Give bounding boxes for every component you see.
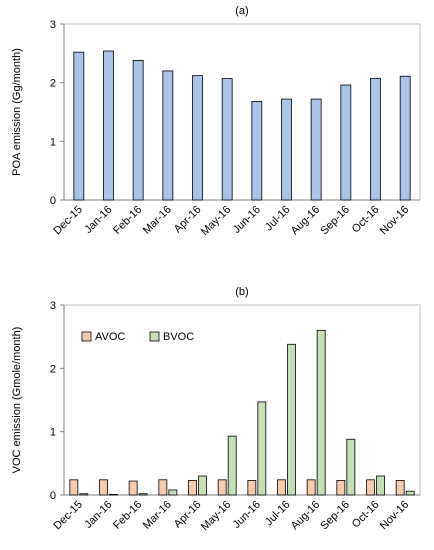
x-tick-label: Feb-16: [111, 499, 144, 532]
bar-bvoc-apr-16: [198, 475, 207, 496]
x-tick-label: Nov-16: [378, 204, 412, 238]
x-tick-label: Dec-15: [51, 204, 85, 238]
bar-poa-jan-16: [103, 50, 114, 201]
x-tick-label: Sep-16: [318, 204, 352, 238]
x-tick-label: Jan-16: [82, 499, 114, 531]
bar-avoc-sep-16: [336, 480, 346, 496]
bar-poa-nov-16: [399, 75, 411, 201]
y-tick-label: 2: [50, 363, 56, 375]
x-tick-label: Feb-16: [111, 204, 144, 237]
x-tick-label: Jun-16: [231, 499, 263, 531]
x-tick-label: Dec-15: [51, 499, 85, 533]
bar-avoc-aug-16: [306, 479, 316, 496]
y-tick-label: 3: [50, 300, 56, 312]
y-tick-label: 1: [50, 136, 56, 148]
bar-bvoc-may-16: [227, 435, 237, 496]
x-tick-label: Sep-16: [318, 499, 352, 533]
bar-poa-aug-16: [310, 98, 322, 201]
bar-avoc-apr-16: [188, 480, 197, 496]
bar-poa-sep-16: [340, 84, 352, 201]
x-tick-label: Jun-16: [231, 204, 263, 236]
bar-avoc-dec-15: [69, 479, 79, 496]
bar-poa-dec-15: [73, 51, 85, 201]
legend-label-bvoc: BVOC: [163, 331, 194, 343]
bar-avoc-jul-16: [277, 479, 286, 496]
bar-poa-mar-16: [162, 70, 174, 201]
x-tick-label: Oct-16: [350, 499, 382, 531]
x-tick-label: Aug-16: [289, 499, 323, 533]
legend-swatch-bvoc: [149, 331, 160, 342]
bar-poa-may-16: [221, 78, 233, 201]
bar-avoc-may-16: [217, 479, 227, 496]
y-axis-label: POA emission (Gg/month): [11, 48, 23, 176]
bar-avoc-feb-16: [128, 480, 138, 496]
chart-title: (b): [235, 286, 248, 298]
bar-avoc-jun-16: [247, 480, 257, 496]
x-tick-label: May-16: [199, 499, 233, 533]
y-tick-label: 3: [50, 19, 56, 31]
x-tick-label: Mar-16: [141, 204, 174, 237]
legend-label-avoc: AVOC: [95, 331, 125, 343]
x-tick-label: Jan-16: [82, 204, 114, 236]
y-tick-label: 2: [50, 78, 56, 90]
bar-poa-feb-16: [132, 59, 144, 201]
y-tick-label: 0: [50, 490, 56, 502]
bar-bvoc-jan-16: [109, 493, 118, 496]
bar-poa-apr-16: [192, 75, 203, 201]
bar-poa-jun-16: [251, 101, 263, 201]
bar-poa-oct-16: [370, 78, 381, 201]
x-tick-label: May-16: [199, 204, 233, 238]
bar-bvoc-oct-16: [376, 475, 385, 496]
chart-panel-1: (a) 0 1 2 3 POA emission (Gg/month) Dec-15Jan-…: [11, 5, 421, 238]
bar-avoc-mar-16: [158, 479, 168, 496]
bar-bvoc-aug-16: [316, 329, 326, 496]
bar-avoc-oct-16: [366, 479, 375, 496]
bar-bvoc-mar-16: [168, 489, 178, 496]
bar-poa-jul-16: [281, 98, 292, 201]
x-tick-label: Mar-16: [141, 499, 174, 532]
bar-bvoc-dec-15: [79, 493, 89, 496]
x-tick-label: Aug-16: [289, 204, 323, 238]
y-tick-label: 0: [50, 195, 56, 207]
bar-avoc-jan-16: [99, 479, 108, 496]
y-tick-label: 1: [50, 427, 56, 439]
bar-bvoc-feb-16: [138, 493, 148, 496]
x-tick-label: Oct-16: [350, 204, 382, 236]
bar-bvoc-nov-16: [405, 490, 415, 496]
bar-bvoc-jun-16: [257, 401, 267, 496]
plot-frame: [63, 23, 421, 201]
legend-swatch-avoc: [81, 331, 92, 342]
bar-avoc-nov-16: [395, 480, 405, 496]
bar-bvoc-sep-16: [346, 438, 356, 496]
y-axis-label: VOC emission (Gmole/month): [11, 327, 23, 474]
x-tick-label: Nov-16: [378, 499, 412, 533]
bar-bvoc-jul-16: [287, 343, 296, 496]
chart-title: (a): [235, 5, 248, 17]
